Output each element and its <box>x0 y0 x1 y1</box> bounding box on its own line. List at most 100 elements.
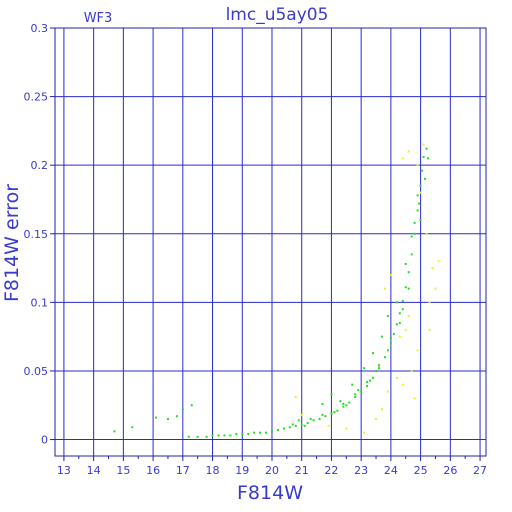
data-point <box>416 164 419 167</box>
data-point <box>389 342 392 345</box>
x-tick-label: 24 <box>384 464 398 477</box>
x-tick-label: 13 <box>57 464 71 477</box>
data-point <box>410 369 413 372</box>
data-point <box>276 428 279 431</box>
data-point <box>357 389 360 392</box>
data-point <box>398 335 401 338</box>
data-point <box>300 413 303 416</box>
y-tick-label: 0.3 <box>31 22 49 35</box>
data-point <box>398 321 401 324</box>
data-point <box>424 177 427 180</box>
x-axis-ticks: 13 14 15 16 17 18 19 20 21 22 23 24 25 26 27 <box>57 456 487 477</box>
data-point <box>425 147 428 150</box>
data-point <box>366 380 369 383</box>
y-tick-label: 0.15 <box>24 228 49 241</box>
data-point <box>407 271 410 274</box>
data-point <box>401 383 404 386</box>
x-tick-label: 22 <box>324 464 338 477</box>
y-tick-label: 0.05 <box>24 365 49 378</box>
x-tick-label: 26 <box>443 464 457 477</box>
y-tick-label: 0.1 <box>31 296 49 309</box>
y-axis-ticks: 0 0.05 0.1 0.15 0.2 0.25 0.3 <box>24 22 55 447</box>
data-point <box>235 433 238 436</box>
data-point <box>407 150 410 153</box>
x-axis-label: F814W <box>237 482 303 504</box>
data-point <box>422 143 425 146</box>
data-point <box>342 405 345 408</box>
data-point <box>253 431 256 434</box>
x-tick-label: 15 <box>116 464 130 477</box>
data-point <box>348 401 351 404</box>
data-point <box>413 221 416 224</box>
data-point <box>386 390 389 393</box>
y-tick-label: 0.2 <box>31 159 49 172</box>
chart-title: lmc_u5ay05 <box>226 5 329 25</box>
data-point <box>363 431 366 434</box>
x-tick-label: 14 <box>87 464 101 477</box>
data-point <box>294 424 297 427</box>
data-point <box>380 335 383 338</box>
data-point <box>241 433 244 436</box>
data-point <box>345 427 348 430</box>
data-point <box>205 435 208 438</box>
data-point <box>401 157 404 160</box>
data-point <box>404 286 407 289</box>
data-point <box>312 419 315 422</box>
data-point <box>113 430 116 433</box>
data-point <box>425 232 428 235</box>
data-point <box>342 402 345 405</box>
data-point <box>427 157 430 160</box>
data-point <box>327 424 330 427</box>
data-point <box>383 356 386 359</box>
data-point <box>265 431 268 434</box>
data-point <box>369 379 372 382</box>
data-point <box>419 219 422 222</box>
data-point <box>366 385 369 388</box>
data-point <box>330 393 333 396</box>
data-point <box>392 332 395 335</box>
data-point <box>223 434 226 437</box>
data-point <box>318 417 321 420</box>
plot-frame <box>54 27 487 457</box>
data-point <box>211 434 214 437</box>
data-point <box>416 349 419 352</box>
data-points <box>113 143 440 438</box>
y-tick-label: 0.25 <box>24 91 49 104</box>
data-point <box>404 328 407 331</box>
x-tick-label: 16 <box>146 464 160 477</box>
data-point <box>422 155 425 158</box>
data-point <box>131 426 134 429</box>
data-point <box>401 308 404 311</box>
data-point <box>375 369 378 372</box>
x-tick-label: 25 <box>414 464 428 477</box>
data-point <box>339 400 342 403</box>
data-point <box>354 396 357 399</box>
data-point <box>291 423 294 426</box>
data-point <box>217 434 220 437</box>
data-point <box>434 287 437 290</box>
x-tick-label: 17 <box>176 464 190 477</box>
data-point <box>333 411 336 414</box>
data-point <box>383 287 386 290</box>
data-point <box>187 435 190 438</box>
data-point <box>419 184 422 187</box>
data-point <box>428 328 431 331</box>
data-point <box>363 367 366 370</box>
data-point <box>401 299 404 302</box>
data-point <box>389 273 392 276</box>
data-point <box>282 427 285 430</box>
data-point <box>303 424 306 427</box>
data-point <box>419 191 422 194</box>
data-point <box>155 416 158 419</box>
data-point <box>431 267 434 270</box>
data-point <box>386 315 389 318</box>
data-point <box>395 323 398 326</box>
x-tick-label: 21 <box>295 464 309 477</box>
x-tick-label: 18 <box>206 464 220 477</box>
data-point <box>375 417 378 420</box>
data-point <box>395 301 398 304</box>
data-point <box>294 396 297 399</box>
data-point <box>288 426 291 429</box>
